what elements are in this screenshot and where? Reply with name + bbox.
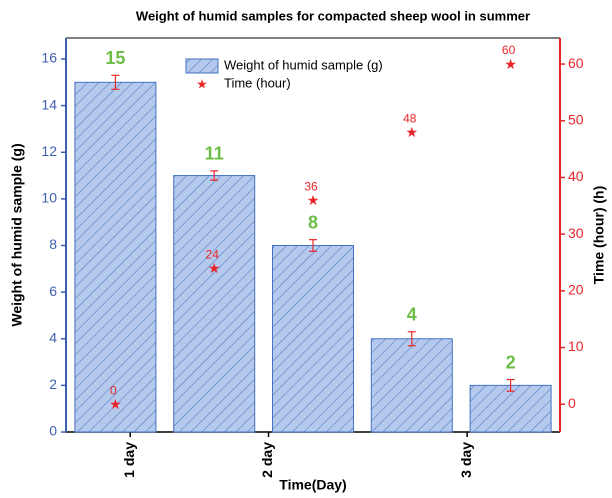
data-label: 2 [506,352,516,372]
star-marker: ★ [208,260,221,276]
bar [74,81,157,433]
bar [173,175,256,433]
error-bar [407,331,416,347]
y-tick-label: 6 [49,283,57,299]
error-bar [210,170,219,181]
star-marker: ★ [307,192,320,208]
y2-tick-label: 20 [568,282,584,298]
data-label: 0 [110,383,117,397]
error-bar [111,74,120,90]
chart-title: Weight of humid samples for compacted sh… [136,8,530,23]
y2-tick-label: 40 [568,168,584,184]
data-label: 15 [105,48,125,68]
y2-tick-label: 50 [568,111,584,127]
y-tick-label: 4 [49,329,57,345]
legend-swatch [185,58,219,74]
y-tick-label: 12 [41,143,57,159]
data-label: 8 [308,212,318,232]
x-tick-label: 3 day [458,442,474,478]
legend-label: Time (hour) [224,75,291,90]
y-axis-label: Weight of humid sample (g) [9,143,25,326]
legend-swatch: ★ [196,76,208,91]
data-label: 48 [403,111,417,125]
star-marker: ★ [109,396,122,412]
error-bar [309,239,317,252]
y2-axis-label: Time (hour) (h) [591,186,607,285]
data-label: 24 [206,247,220,261]
y-tick-label: 14 [41,96,57,112]
bar [469,384,552,433]
legend-box [182,57,414,99]
error-bar [506,378,515,392]
y2-tick-label: 0 [568,395,576,411]
x-tick-label: 2 day [259,442,275,478]
data-label: 4 [407,305,417,325]
y2-tick-label: 10 [568,338,584,354]
y-tick-label: 16 [41,50,57,66]
bar [271,244,355,433]
star-marker: ★ [406,124,419,140]
y-tick-label: 2 [49,376,57,392]
data-label: 60 [502,43,516,57]
bar [370,338,453,433]
x-tick-label: 1 day [121,442,137,478]
y2-tick-label: 60 [568,55,584,71]
data-label: 11 [205,144,224,164]
legend-label: Weight of humid sample (g) [224,57,383,72]
y-tick-label: 8 [49,236,57,252]
star-marker: ★ [504,56,517,72]
data-label: 36 [304,179,318,193]
y-tick-label: 10 [41,190,57,206]
x-axis-label: Time(Day) [279,477,346,493]
y-tick-label: 0 [49,423,57,439]
y2-tick-label: 30 [568,225,584,241]
